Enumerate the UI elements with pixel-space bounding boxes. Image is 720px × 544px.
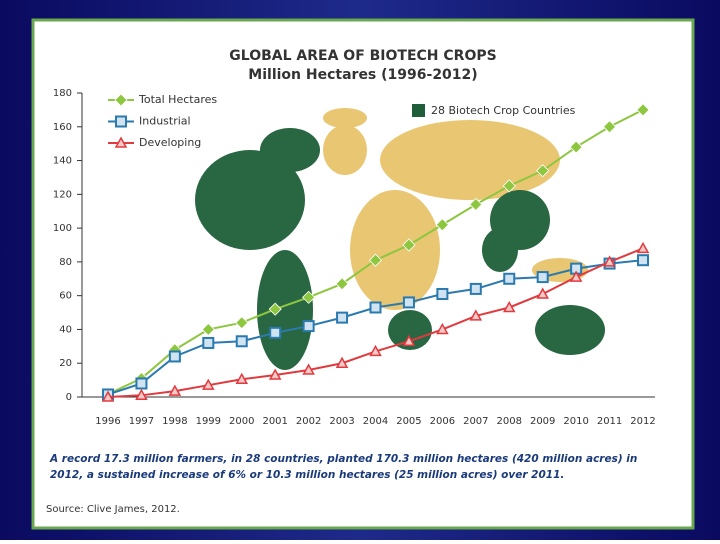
data-point	[402, 334, 416, 347]
legend-marker	[114, 93, 128, 107]
data-point	[302, 290, 316, 304]
y-tick-label: 20	[59, 358, 72, 369]
y-tick-label: 160	[53, 122, 72, 133]
data-point	[469, 197, 483, 212]
data-point	[436, 322, 449, 335]
data-point	[235, 335, 248, 348]
data-point	[135, 377, 148, 390]
data-point	[637, 254, 649, 267]
data-point	[368, 253, 383, 267]
world-map	[195, 108, 605, 370]
data-point	[168, 350, 181, 363]
x-tick-label: 2002	[296, 416, 321, 427]
data-point	[536, 164, 550, 178]
x-tick-label: 2012	[630, 416, 655, 427]
data-point	[503, 272, 516, 285]
data-point	[536, 271, 549, 284]
legend-label: Total Hectares	[138, 93, 217, 106]
data-point	[268, 368, 282, 380]
data-point	[369, 301, 382, 314]
x-tick-label: 1998	[162, 416, 187, 427]
data-point	[402, 238, 416, 252]
y-tick-label: 140	[53, 156, 72, 167]
data-point	[302, 363, 315, 375]
map-legend-label: 28 Biotech Crop Countries	[431, 104, 576, 117]
data-point	[636, 241, 650, 254]
data-point	[202, 378, 215, 390]
x-tick-label: 2008	[497, 416, 522, 427]
x-tick-label: 2001	[262, 416, 287, 427]
y-tick-label: 0	[66, 392, 72, 403]
y-tick-label: 120	[53, 189, 72, 200]
x-tick-label: 1997	[129, 416, 154, 427]
data-point	[569, 270, 583, 282]
data-point	[603, 255, 616, 267]
x-tick-label: 1999	[196, 416, 221, 427]
data-point	[135, 388, 148, 401]
legend-marker	[115, 115, 127, 128]
chart-subtitle: Million Hectares (1996-2012)	[248, 67, 477, 83]
data-point	[201, 322, 215, 337]
caption-line: A record 17.3 million farmers, in 28 cou…	[49, 453, 637, 465]
data-point	[435, 218, 449, 232]
x-tick-label: 2003	[329, 416, 354, 427]
data-point	[402, 296, 415, 309]
x-tick-label: 2004	[363, 416, 388, 427]
data-point	[101, 390, 115, 402]
x-tick-label: 2010	[563, 416, 588, 427]
chart-title: GLOBAL AREA OF BIOTECH CROPS	[229, 48, 496, 64]
legend-label: Developing	[139, 136, 201, 149]
source: Source: Clive James, 2012.	[46, 504, 180, 515]
data-point	[569, 140, 583, 154]
x-tick-label: 2007	[463, 416, 488, 427]
y-tick-label: 100	[53, 223, 72, 234]
data-point	[502, 179, 516, 193]
x-tick-label: 1996	[95, 416, 120, 427]
y-tick-label: 80	[59, 257, 72, 268]
data-point	[336, 311, 349, 324]
x-tick-label: 2000	[229, 416, 254, 427]
data-point	[469, 309, 483, 321]
y-tick-label: 40	[59, 324, 72, 335]
legend-marker	[114, 136, 128, 148]
data-point	[202, 336, 215, 349]
data-point	[268, 302, 282, 316]
caption-line: 2012, a sustained increase of 6% or 10.3…	[50, 469, 564, 481]
data-point	[502, 300, 516, 313]
legend-label: Industrial	[139, 115, 191, 128]
data-point	[369, 344, 382, 357]
data-point	[269, 326, 282, 339]
data-point	[302, 320, 315, 333]
y-tick-label: 60	[59, 291, 72, 302]
data-point	[168, 384, 182, 396]
y-tick-label: 180	[53, 88, 72, 99]
x-tick-label: 2006	[430, 416, 455, 427]
data-point	[235, 372, 249, 385]
x-tick-label: 2011	[597, 416, 622, 427]
data-point	[636, 103, 650, 117]
data-point	[235, 316, 249, 330]
data-point	[335, 277, 349, 291]
data-point	[469, 282, 482, 295]
x-tick-label: 2005	[396, 416, 421, 427]
data-point	[335, 356, 349, 368]
map-legend-swatch	[412, 104, 425, 117]
data-point	[536, 287, 549, 299]
data-point	[436, 287, 449, 300]
x-tick-label: 2009	[530, 416, 555, 427]
data-point	[602, 120, 617, 134]
